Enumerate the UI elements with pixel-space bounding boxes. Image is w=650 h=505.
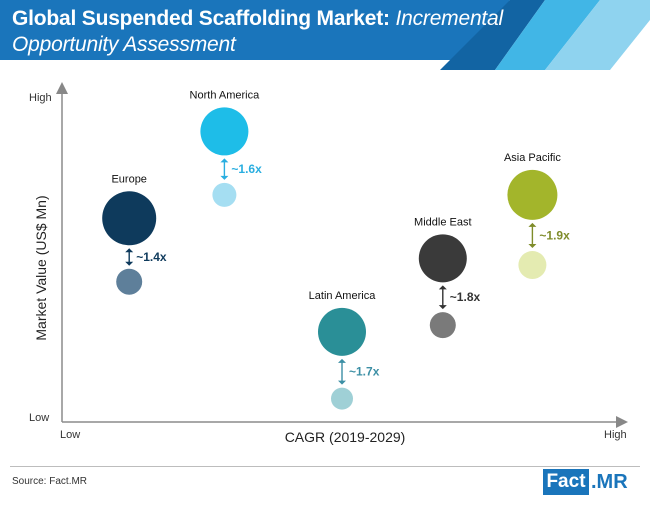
bubble-middle-east-2029 xyxy=(418,234,467,283)
y-axis-tick-low: Low xyxy=(29,412,49,424)
growth-arrowhead-down-asia-pacific xyxy=(528,244,537,249)
bubble-asia-pacific-2019 xyxy=(518,251,547,280)
bubble-middle-east-2019 xyxy=(429,312,456,339)
growth-arrowhead-down-latin-america xyxy=(338,380,346,385)
title-italic-2: Opportunity Assessment xyxy=(12,33,236,56)
header-stripe-mid xyxy=(495,0,600,70)
axes xyxy=(56,82,628,428)
region-label-europe: Europe xyxy=(111,173,146,185)
region-label-asia-pacific: Asia Pacific xyxy=(504,152,561,164)
bubble-europe-2019 xyxy=(116,268,143,295)
bubble-chart: High Low Low High CAGR (2019-2029) Marke… xyxy=(29,82,628,445)
growth-arrowhead-up-asia-pacific xyxy=(528,222,537,227)
growth-arrowhead-down-europe xyxy=(125,261,134,266)
growth-label-europe: ~1.4x xyxy=(136,250,167,264)
growth-label-latin-america: ~1.7x xyxy=(349,365,380,379)
logo-mr: .MR xyxy=(591,471,628,493)
footer-divider xyxy=(10,466,640,467)
y-axis-tick-high: High xyxy=(29,92,52,104)
bubble-north-america-2019 xyxy=(212,182,237,207)
chart-marks: ~1.4x Europe ~1.6x North America ~1.7x Latin … xyxy=(102,89,570,410)
x-axis-tick-low: Low xyxy=(60,429,80,441)
bubble-latin-america-2029 xyxy=(318,307,366,356)
growth-label-middle-east: ~1.8x xyxy=(450,290,481,304)
growth-arrowhead-up-north-america xyxy=(220,158,229,163)
header-banner xyxy=(0,0,650,70)
y-axis-label: Market Value (US$ Mn) xyxy=(33,195,49,340)
factmr-logo: Fact .MR xyxy=(543,468,645,497)
growth-arrowhead-down-north-america xyxy=(220,175,229,180)
bubble-europe-2029 xyxy=(102,191,157,246)
title-italic-1: Incremental xyxy=(395,7,504,30)
growth-arrowhead-up-europe xyxy=(125,248,134,253)
x-axis-label: CAGR (2019-2029) xyxy=(285,429,406,445)
bubble-asia-pacific-2029 xyxy=(507,169,558,220)
growth-label-asia-pacific: ~1.9x xyxy=(539,228,570,242)
growth-label-north-america: ~1.6x xyxy=(231,162,262,176)
source-note: Source: Fact.MR xyxy=(12,476,88,487)
header-stripe-dark xyxy=(440,0,545,70)
bubble-north-america-2029 xyxy=(200,107,249,156)
x-axis-tick-high: High xyxy=(604,429,627,441)
bubble-latin-america-2019 xyxy=(331,387,353,410)
growth-arrowhead-down-middle-east xyxy=(438,305,447,310)
logo-fact: Fact xyxy=(543,469,589,495)
region-label-north-america: North America xyxy=(190,89,261,101)
title-bar xyxy=(0,0,510,60)
growth-arrowhead-up-latin-america xyxy=(338,358,346,363)
growth-arrowhead-up-middle-east xyxy=(438,285,447,290)
chart-title: Global Suspended Scaffolding Market: Inc… xyxy=(12,6,532,58)
region-label-latin-america: Latin America xyxy=(309,290,377,302)
title-bold: Global Suspended Scaffolding Market: xyxy=(12,7,396,30)
region-label-middle-east: Middle East xyxy=(414,216,471,228)
header-stripe-light xyxy=(545,0,650,70)
